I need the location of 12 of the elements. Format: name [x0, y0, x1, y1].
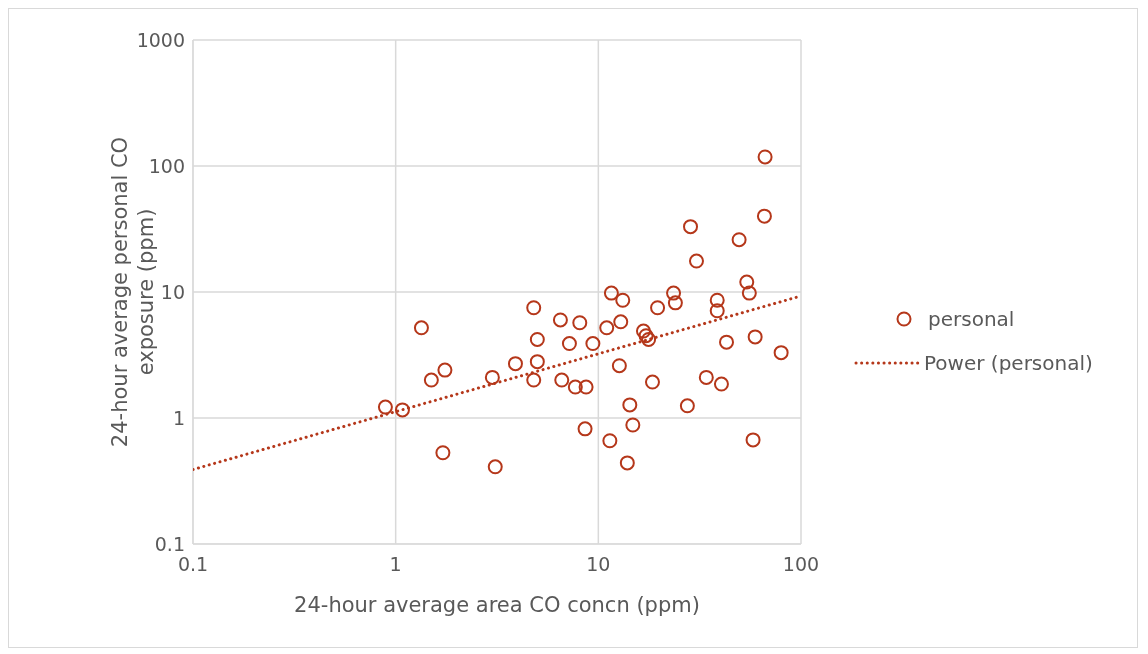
x-tick-label: 100	[782, 553, 820, 576]
y-tick-label: 10	[160, 280, 185, 303]
x-tick-label: 0.1	[177, 553, 209, 576]
x-tick-label: 1	[389, 553, 402, 576]
legend-label: Power (personal)	[924, 351, 1093, 375]
x-tick-label: 10	[586, 553, 611, 576]
legend-label: personal	[928, 307, 1015, 331]
y-tick-label: 0.1	[154, 532, 185, 555]
y-tick-label: 1000	[136, 28, 185, 51]
y-tick-label: 100	[148, 154, 185, 177]
x-axis-title: 24-hour average area CO concn (ppm)	[294, 593, 700, 617]
y-tick-label: 1	[172, 406, 185, 429]
